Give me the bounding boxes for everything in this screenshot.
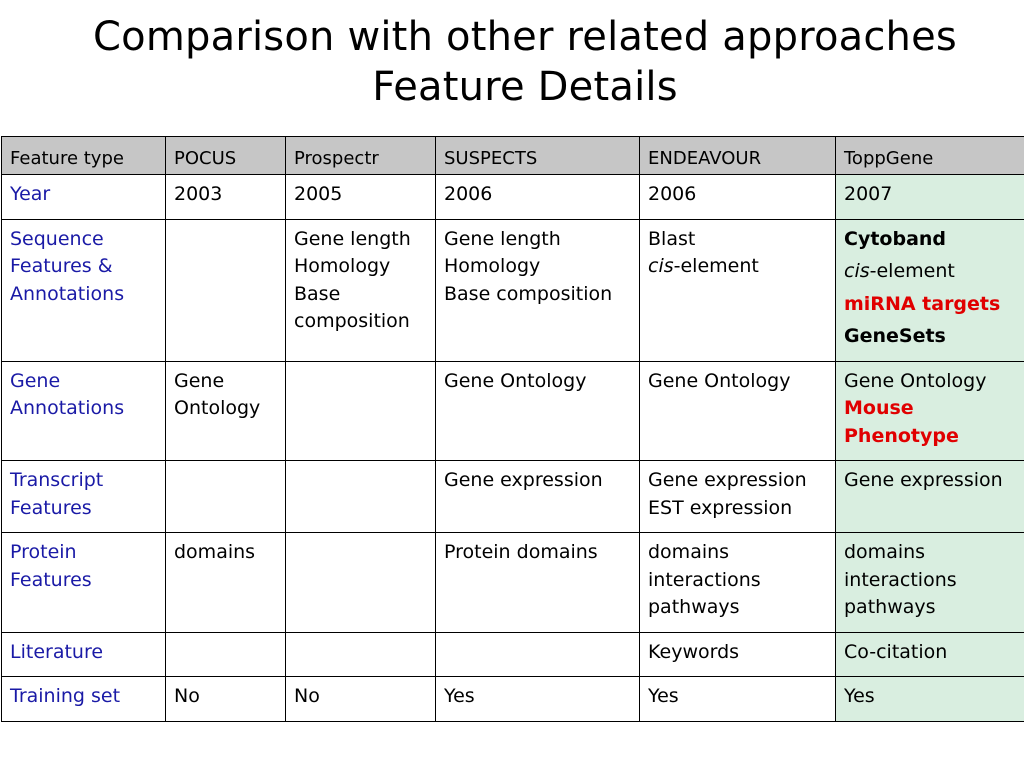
cell-training-pocus: No — [165, 676, 286, 722]
list-item: GeneSets — [844, 325, 946, 347]
list-item: Base composition — [444, 282, 613, 305]
header-endeavour: ENDEAVOUR — [639, 136, 836, 175]
cell-training-toppgene: Yes — [835, 676, 1024, 722]
row-label-sequence: Sequence Features & Annotations — [1, 218, 166, 362]
cell-transcript-pocus — [165, 460, 286, 533]
cell-transcript-suspects: Gene expression — [435, 460, 640, 533]
list-item: EST expression — [648, 496, 793, 519]
cell-protein-prospectr — [285, 532, 436, 633]
cell-year-pocus: 2003 — [165, 174, 286, 220]
list-item: domains — [648, 541, 730, 563]
cell-sequence-toppgene: Cytoband cis-element miRNA targets GeneS… — [835, 218, 1024, 362]
cell-transcript-toppgene: Gene expression — [835, 460, 1024, 533]
cell-geneann-endeavour: Gene Ontology — [639, 360, 836, 461]
list-item: cis-element — [648, 253, 828, 281]
row-label-literature: Literature — [1, 631, 166, 677]
cell-literature-prospectr — [285, 631, 436, 677]
title-line-2: Feature Details — [372, 64, 678, 110]
cell-geneann-toppgene: Gene Ontology Mouse Phenotype — [835, 360, 1024, 461]
table-row-transcript: Transcript Features Gene expression Gene… — [1, 460, 1024, 533]
header-prospectr: Prospectr — [285, 136, 436, 175]
element-suffix: -element — [673, 255, 759, 277]
table-row-sequence: Sequence Features & Annotations Gene len… — [1, 218, 1024, 362]
list-item: domains — [844, 541, 926, 563]
cell-protein-toppgene: domains interactions pathways — [835, 532, 1024, 633]
row-label-gene-annotations: Gene Annotations — [1, 360, 166, 461]
table-row-year: Year 2003 2005 2006 2006 2007 — [1, 174, 1024, 220]
slide-title: Comparison with other related approaches… — [0, 12, 1024, 112]
cell-sequence-prospectr: Gene length Homology Base composition — [285, 218, 436, 362]
list-item: miRNA targets — [844, 292, 1001, 315]
cell-literature-suspects — [435, 631, 640, 677]
list-item: pathways — [844, 596, 936, 618]
table-row-protein: Protein Features domains Protein domains… — [1, 532, 1024, 633]
cell-year-toppgene: 2007 — [835, 174, 1024, 220]
list-item: Homology — [444, 255, 541, 277]
comparison-table: Feature type POCUS Prospectr SUSPECTS EN… — [1, 136, 1024, 722]
cell-transcript-endeavour: Gene expression EST expression — [639, 460, 836, 533]
cell-training-endeavour: Yes — [639, 676, 836, 722]
table-row-training: Training set No No Yes Yes Yes — [1, 676, 1024, 722]
cell-sequence-endeavour: Blast cis-element — [639, 218, 836, 362]
cell-sequence-suspects: Gene length Homology Base composition — [435, 218, 640, 362]
cell-transcript-prospectr — [285, 460, 436, 533]
cell-geneann-prospectr — [285, 360, 436, 461]
row-label-training: Training set — [1, 676, 166, 722]
cell-year-endeavour: 2006 — [639, 174, 836, 220]
cell-sequence-pocus — [165, 218, 286, 362]
title-line-1: Comparison with other related approaches — [93, 14, 957, 60]
cell-year-prospectr: 2005 — [285, 174, 436, 220]
list-item: Base composition — [294, 282, 410, 333]
list-item: Cytoband — [844, 227, 947, 250]
row-label-transcript: Transcript Features — [1, 460, 166, 533]
table-row-literature: Literature Keywords Co-citation — [1, 631, 1024, 677]
header-toppgene: ToppGene — [835, 136, 1024, 175]
list-item: Gene expression — [648, 469, 807, 491]
header-pocus: POCUS — [165, 136, 286, 175]
list-item: Gene length — [294, 227, 411, 250]
cell-geneann-suspects: Gene Ontology — [435, 360, 640, 461]
list-item: interactions — [844, 568, 957, 591]
list-item: Homology — [294, 255, 391, 277]
header-row: Feature type POCUS Prospectr SUSPECTS EN… — [1, 136, 1024, 175]
row-label-protein: Protein Features — [1, 532, 166, 633]
element-suffix: -element — [869, 260, 955, 282]
list-item: Gene length — [444, 227, 561, 250]
cis-italic: cis — [844, 260, 870, 282]
list-item: pathways — [648, 596, 740, 618]
cell-protein-suspects: Protein domains — [435, 532, 640, 633]
list-item: interactions — [648, 568, 761, 591]
list-item: cis-element — [844, 258, 1024, 286]
header-feature-type: Feature type — [1, 136, 166, 175]
cell-protein-endeavour: domains interactions pathways — [639, 532, 836, 633]
cell-training-prospectr: No — [285, 676, 436, 722]
cell-literature-pocus — [165, 631, 286, 677]
row-label-year: Year — [1, 174, 166, 220]
cell-geneann-pocus: Gene Ontology — [165, 360, 286, 461]
cell-training-suspects: Yes — [435, 676, 640, 722]
cell-literature-toppgene: Co-citation — [835, 631, 1024, 677]
cell-literature-endeavour: Keywords — [639, 631, 836, 677]
cell-year-suspects: 2006 — [435, 174, 640, 220]
list-item: Mouse Phenotype — [844, 397, 959, 447]
list-item: Blast — [648, 227, 696, 250]
table-row-gene-annotations: Gene Annotations Gene Ontology Gene Onto… — [1, 360, 1024, 461]
cell-protein-pocus: domains — [165, 532, 286, 633]
cis-italic: cis — [648, 255, 674, 277]
list-item: Gene Ontology — [844, 369, 987, 392]
header-suspects: SUSPECTS — [435, 136, 640, 175]
